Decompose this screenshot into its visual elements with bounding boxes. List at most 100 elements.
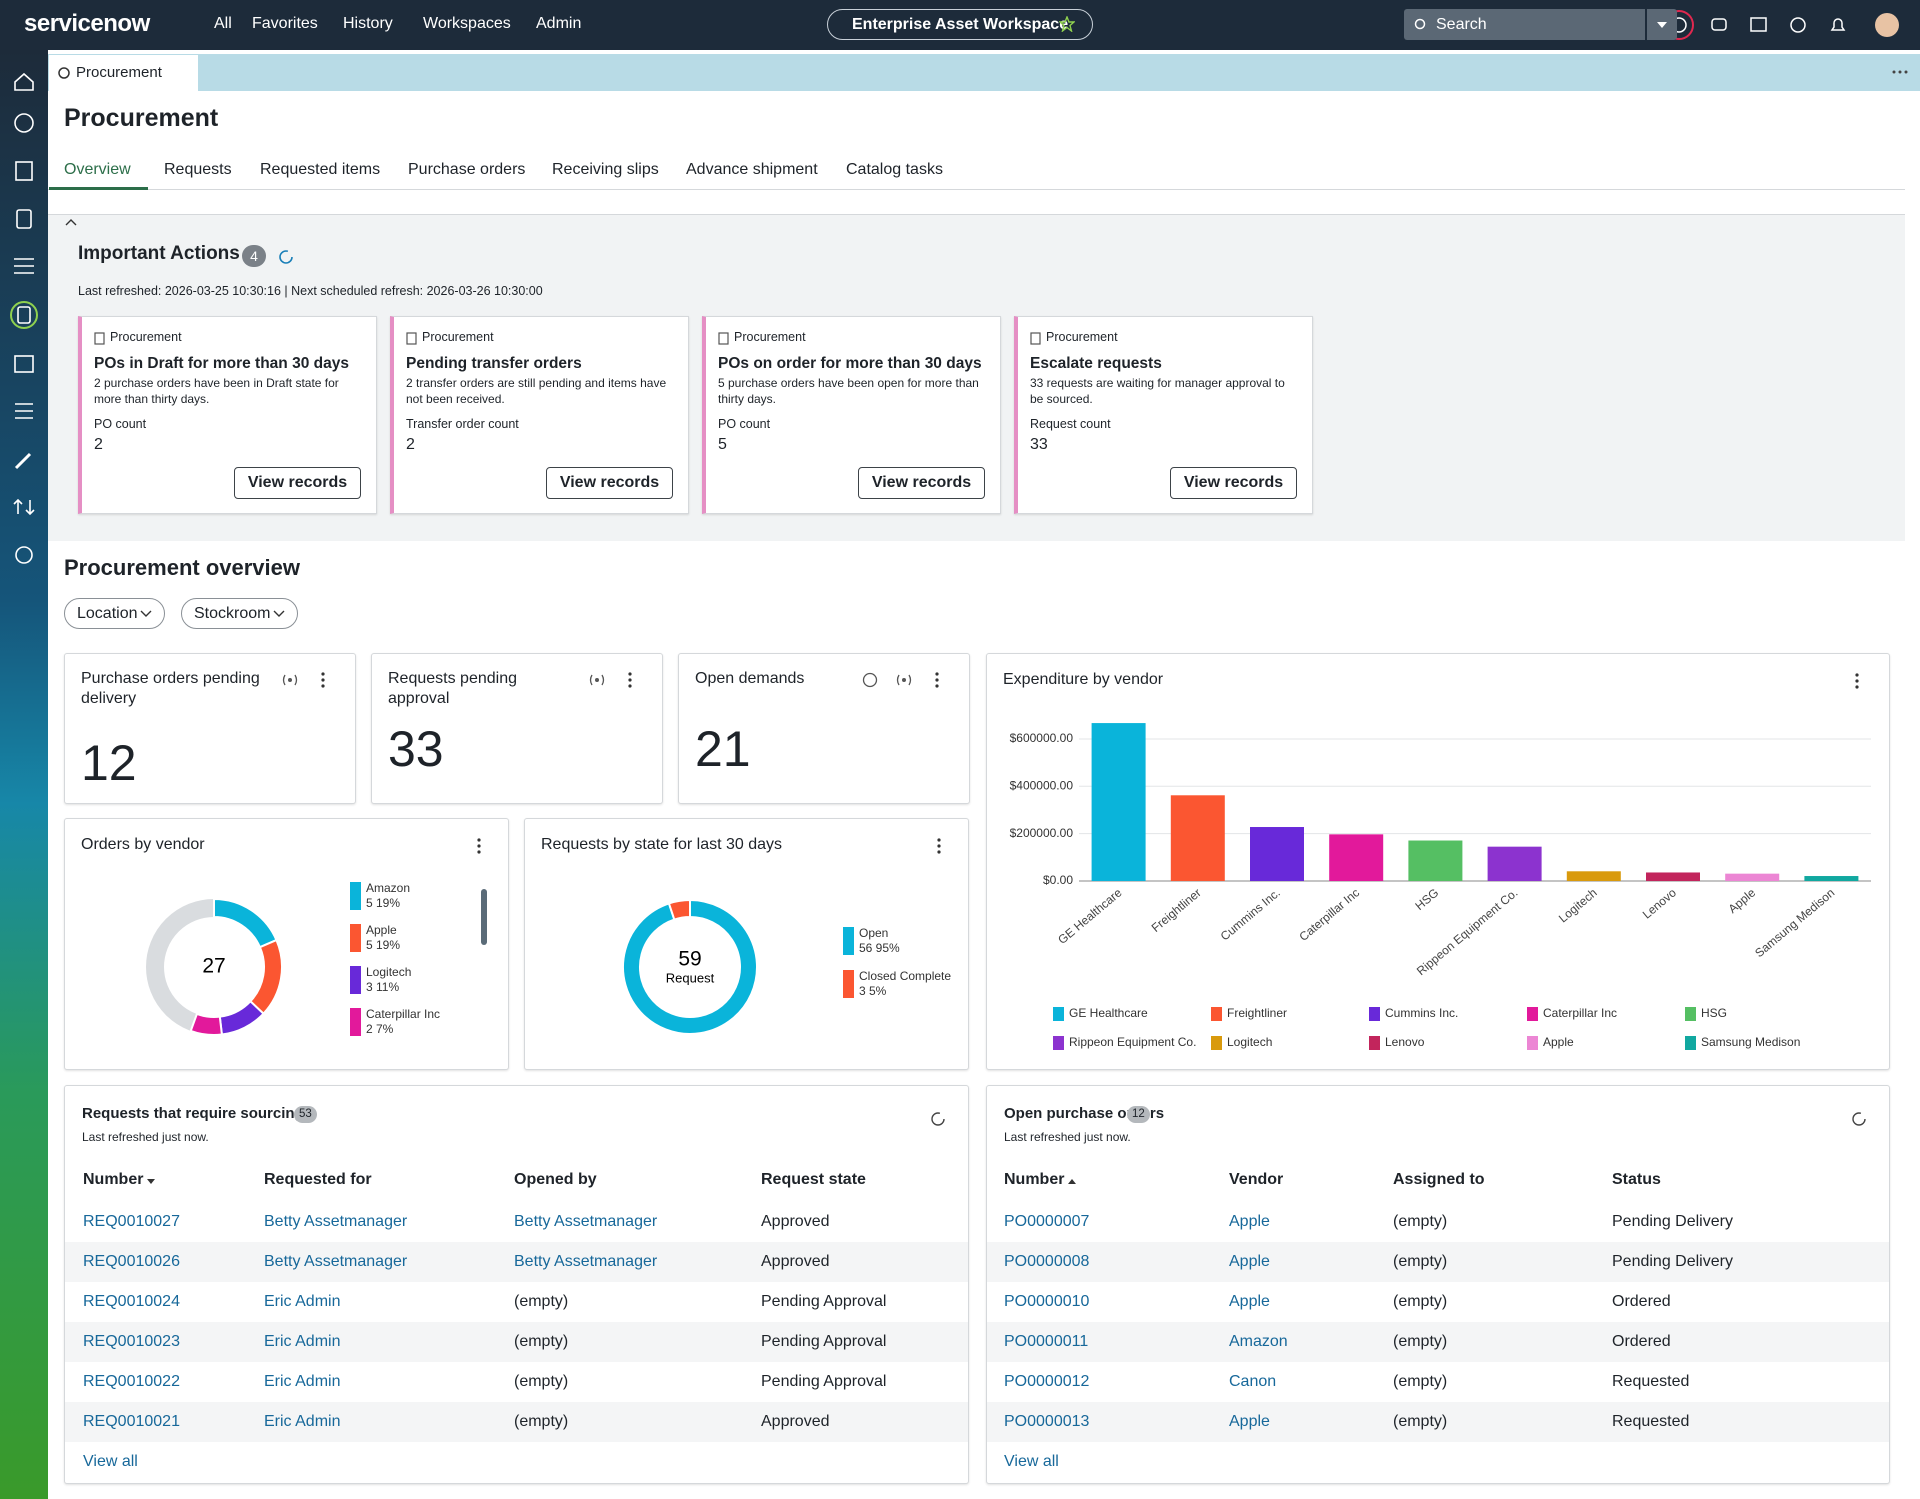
workspace-pill[interactable]: Enterprise Asset Workspace [827,9,1093,40]
clipboard-icon[interactable] [16,209,32,229]
legend-label: GE Healthcare [1069,1006,1148,1020]
table-link[interactable]: Eric Admin [264,1293,341,1310]
notifications-button[interactable] [1830,18,1846,31]
tool-icon[interactable] [14,452,32,470]
search-box[interactable]: Search [1404,9,1645,40]
table-link[interactable]: Betty Assetmanager [264,1253,408,1270]
live-waves [282,674,298,686]
caret [140,610,152,617]
table-link[interactable]: PO0000010 [1004,1293,1090,1310]
more-button[interactable] [474,837,484,855]
search-dropdown[interactable] [1647,9,1677,40]
nav-menu-item[interactable]: All [214,15,232,32]
table-link[interactable]: Apple [1229,1413,1270,1430]
more-button[interactable] [318,671,328,689]
card-button[interactable] [1750,17,1767,32]
list-icon[interactable] [15,403,33,419]
refresh-button[interactable] [930,1111,946,1127]
book-icon[interactable] [14,355,34,373]
source-icon [1030,332,1041,345]
view-records-button[interactable]: View records [858,467,985,499]
settings-icon[interactable] [15,546,33,564]
column-header[interactable]: Requested for [264,1171,372,1188]
table-link[interactable]: Eric Admin [264,1373,341,1390]
legend-value: 56 95% [859,941,900,955]
table-link[interactable]: Eric Admin [264,1413,341,1430]
nav-menu-item[interactable]: Admin [536,15,582,32]
bar [1487,846,1542,881]
column-header[interactable]: Opened by [514,1171,597,1188]
table-link[interactable]: REQ0010027 [83,1213,180,1230]
table-link[interactable]: Apple [1229,1213,1270,1230]
table-link[interactable]: PO0000011 [1004,1333,1089,1350]
view-all-link[interactable]: View all [83,1453,138,1470]
refresh-button[interactable] [1851,1111,1867,1127]
workspace-tab[interactable]: Procurement [49,55,198,91]
table-link[interactable]: Amazon [1229,1333,1288,1350]
table-link[interactable]: Betty Assetmanager [514,1253,658,1270]
column-header[interactable]: Vendor [1229,1171,1284,1188]
nav-menu-item[interactable]: History [343,15,393,32]
table-link[interactable]: REQ0010022 [83,1373,180,1390]
table-link[interactable]: PO0000013 [1004,1413,1090,1430]
legend-scrollbar [481,889,487,945]
view-records-button[interactable]: View records [546,467,673,499]
help-button[interactable] [1790,17,1806,33]
column-header[interactable]: Assigned to [1393,1171,1485,1188]
procurement-icon[interactable] [10,301,38,329]
page-tab[interactable]: Purchase orders [408,161,526,178]
filters-icon[interactable] [14,258,34,274]
table-title: Requests that require sourcing [82,1105,304,1122]
view-records-button[interactable]: View records [1170,467,1297,499]
view-all-link[interactable]: View all [1004,1453,1059,1470]
more-button[interactable] [932,671,942,689]
legend-label: Logitech [366,965,411,979]
view-records-button[interactable]: View records [234,467,361,499]
page-tab[interactable]: Requested items [260,161,381,178]
building-icon[interactable] [15,161,33,181]
nav-menu-item[interactable]: Favorites [252,15,318,32]
chat-button[interactable] [1711,18,1727,31]
action-card: Procurement Pending transfer orders 2 tran… [390,316,689,514]
page-tab[interactable]: Overview [64,161,131,178]
table-link[interactable]: REQ0010024 [83,1293,180,1310]
nav-menu-item[interactable]: Workspaces [423,15,511,32]
avatar[interactable] [1875,13,1899,37]
page-tab[interactable]: Catalog tasks [846,161,943,178]
collapse-button[interactable] [64,217,78,227]
table-link[interactable]: Betty Assetmanager [264,1213,408,1230]
table-link[interactable]: Eric Admin [264,1333,341,1350]
table-link[interactable]: REQ0010021 [83,1413,180,1430]
more-button[interactable] [934,837,944,855]
home-icon[interactable] [14,72,34,91]
chevron [273,610,285,617]
column-header[interactable]: Request state [761,1171,866,1188]
column-header[interactable]: Number [83,1171,144,1188]
transfer-icon[interactable] [13,498,35,516]
filter-dropdown[interactable]: Location [64,598,165,629]
more-button[interactable] [1852,672,1862,690]
table-link[interactable]: REQ0010023 [83,1333,180,1350]
table-link[interactable]: REQ0010026 [83,1253,180,1270]
column-header[interactable]: Number [1004,1171,1065,1188]
legend-swatch [1527,1036,1538,1050]
page-tab[interactable]: Requests [164,161,232,178]
kpi-card: Requests pending approval 33 [371,653,663,804]
table-link[interactable]: Apple [1229,1253,1270,1270]
page-tab[interactable]: Advance shipment [686,161,818,178]
table-link[interactable]: PO0000012 [1004,1373,1090,1390]
table-link[interactable]: Canon [1229,1373,1277,1390]
filter-dropdown[interactable]: Stockroom [181,598,298,629]
chart-title: Orders by vendor [81,836,205,853]
dot [1855,673,1859,677]
row-stripe [987,1402,1889,1442]
dashboard-icon[interactable] [14,113,34,133]
table-link[interactable]: Betty Assetmanager [514,1213,658,1230]
table-link[interactable]: Apple [1229,1293,1270,1310]
refresh-button[interactable] [278,249,294,265]
column-header[interactable]: Status [1612,1171,1661,1188]
page-tab[interactable]: Receiving slips [552,161,659,178]
table-link[interactable]: PO0000007 [1004,1213,1090,1230]
more-button[interactable] [625,671,635,689]
table-link[interactable]: PO0000008 [1004,1253,1090,1270]
